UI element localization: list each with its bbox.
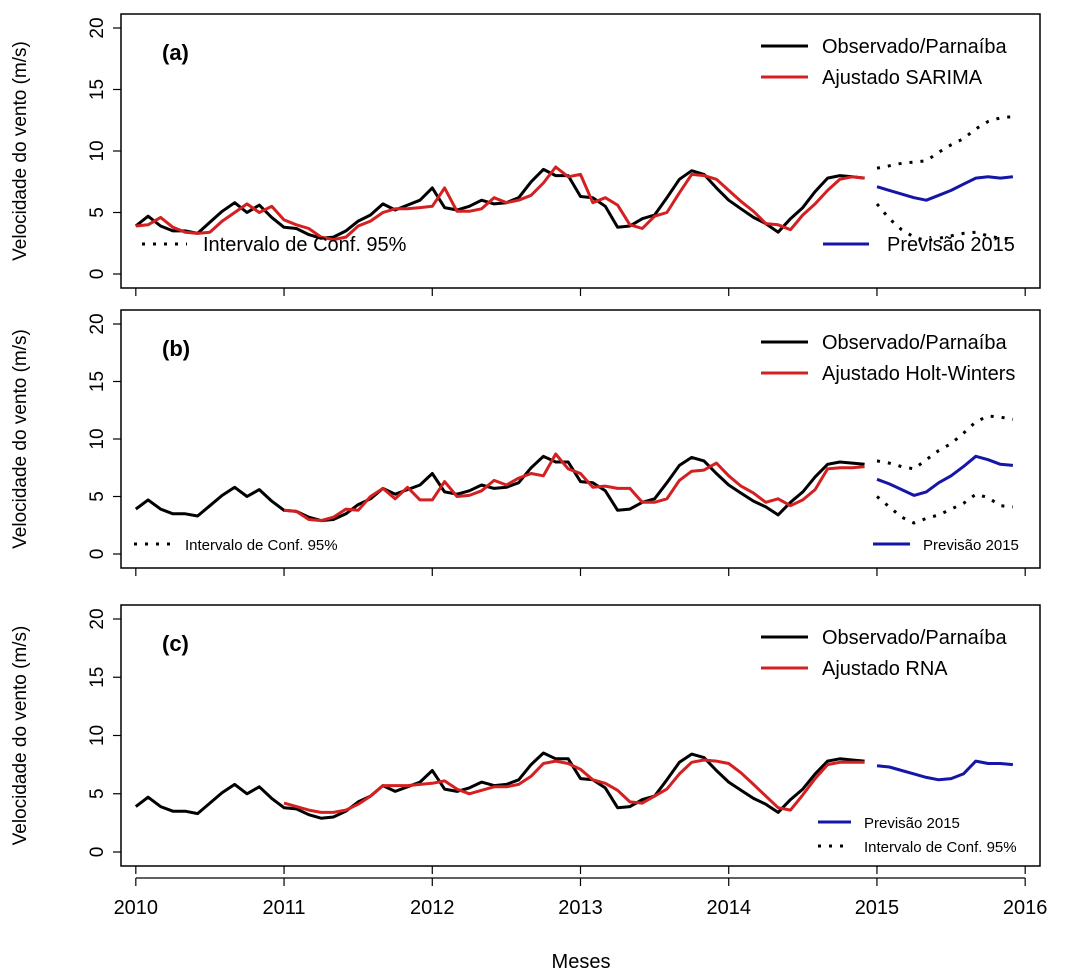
series-line-observado-parnaiba xyxy=(134,454,865,523)
legend-label-forecast: Previsão 2015 xyxy=(923,537,1019,554)
y-tick-label: 5 xyxy=(87,207,108,218)
series-line-previsao-2015 xyxy=(876,175,1014,202)
y-tick-label: 10 xyxy=(87,725,108,746)
series-line-previsao-2015 xyxy=(876,454,1014,497)
y-tick-label: 15 xyxy=(87,667,108,688)
y-tick-label: 0 xyxy=(87,847,108,858)
series-line-observado-parnaiba xyxy=(134,751,865,820)
x-axis: 2010 2011 2012 2013 2014 2015 2016 xyxy=(114,877,1048,919)
panel-label: (a) xyxy=(162,40,189,65)
y-tick-label: 20 xyxy=(87,17,108,38)
series-line-intervalo-de-conf-95-inferior xyxy=(876,492,1014,525)
series-line-ajustado-sarima xyxy=(135,165,865,242)
legend-label-fitted: Ajustado SARIMA xyxy=(822,67,983,89)
legend-label-interval: Intervalo de Conf. 95% xyxy=(864,839,1017,856)
y-axis-label: Velocidade do vento (m/s) xyxy=(10,41,31,261)
y-tick-label: 20 xyxy=(87,313,108,334)
series-line-previsao-2015 xyxy=(876,759,1014,782)
y-tick-label: 10 xyxy=(87,140,108,161)
legend-label-interval: Intervalo de Conf. 95% xyxy=(185,537,338,554)
x-tick-label: 2011 xyxy=(263,897,306,919)
x-tick-label: 2010 xyxy=(114,897,159,919)
legend-label-observed: Observado/Parnaíba xyxy=(822,332,1007,354)
y-axis-label: Velocidade do vento (m/s) xyxy=(10,329,31,549)
y-tick-label: 15 xyxy=(87,79,108,100)
y-tick-label: 0 xyxy=(87,549,108,560)
series-line-intervalo-de-conf-95-superior xyxy=(876,115,1014,170)
x-tick-label: 2013 xyxy=(558,897,603,919)
x-tick-label: 2012 xyxy=(410,897,455,919)
x-tick-label: 2016 xyxy=(1003,897,1048,919)
panels: 0 5 10 15 20 Velocidade do vento (m/s) (a) Obse… xyxy=(10,13,1041,874)
x-tick-label: 2015 xyxy=(855,897,900,919)
series-line-intervalo-de-conf-95-superior xyxy=(876,414,1014,471)
panel-a: 0 5 10 15 20 Velocidade do vento (m/s) (a) Obse… xyxy=(10,13,1041,296)
x-axis-label: Meses xyxy=(552,951,611,973)
panel-b: 0 5 10 15 20 Velocidade do vento (m/s) (b) Obse… xyxy=(10,309,1041,576)
y-tick-label: 5 xyxy=(87,491,108,502)
y-tick-label: 10 xyxy=(87,428,108,449)
y-tick-label: 15 xyxy=(87,371,108,392)
legend-label-fitted: Ajustado RNA xyxy=(822,658,948,680)
panel-label: (b) xyxy=(162,336,190,361)
legend-label-interval: Intervalo de Conf. 95% xyxy=(203,234,407,256)
legend-label-observed: Observado/Parnaíba xyxy=(822,36,1007,58)
legend-label-forecast: Previsão 2015 xyxy=(864,815,960,832)
x-tick-label: 2014 xyxy=(706,897,751,919)
y-tick-label: 5 xyxy=(87,788,108,799)
series-line-ajustado-rna xyxy=(283,758,865,814)
legend-label-forecast: Previsão 2015 xyxy=(887,234,1015,256)
panel-c: 0 5 10 15 20 Velocidade do vento (m/s) (c) Obse… xyxy=(10,604,1041,874)
y-tick-label: 20 xyxy=(87,608,108,629)
series-line-observado-parnaiba xyxy=(134,167,865,240)
series-line-ajustado-holt-winters xyxy=(283,452,865,523)
legend-label-fitted: Ajustado Holt-Winters xyxy=(822,363,1015,385)
y-tick-label: 0 xyxy=(87,269,108,280)
series-line-intervalo-de-conf-95-inferior xyxy=(875,202,1014,243)
panel-label: (c) xyxy=(162,631,189,656)
y-axis-label: Velocidade do vento (m/s) xyxy=(10,626,31,846)
legend-label-observed: Observado/Parnaíba xyxy=(822,627,1007,649)
